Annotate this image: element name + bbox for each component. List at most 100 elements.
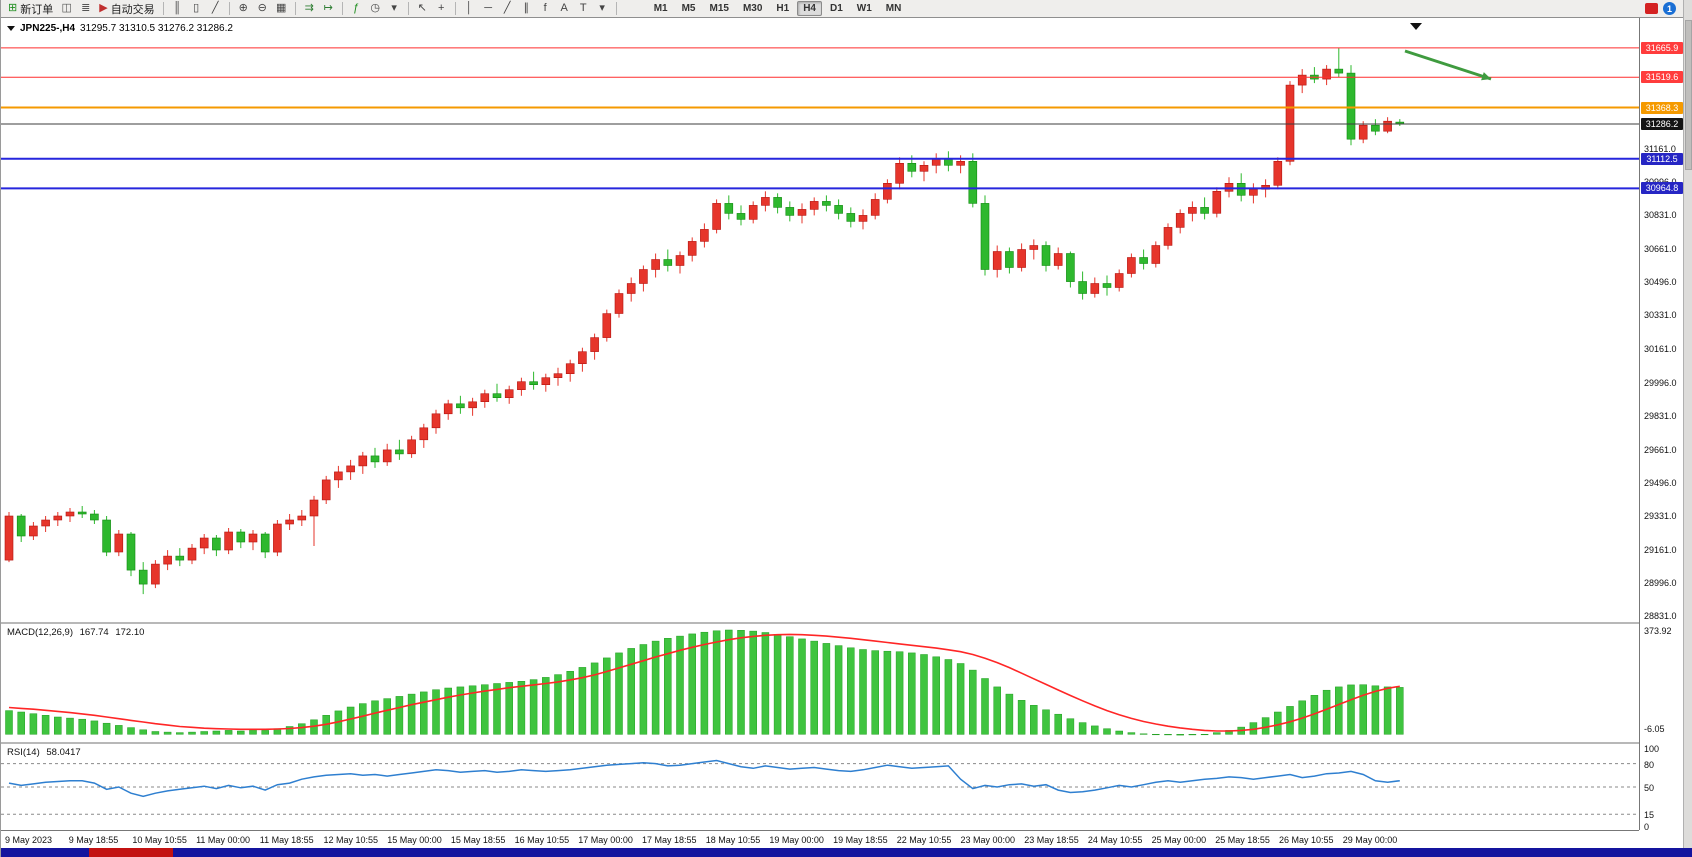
- text-label-icon[interactable]: T: [575, 1, 592, 17]
- equidistant-channel-icon[interactable]: ∥: [518, 1, 535, 17]
- candle-body: [1334, 68, 1344, 74]
- text-icon[interactable]: A: [556, 1, 573, 17]
- templates-icon: ▾: [391, 2, 397, 14]
- alert-icon[interactable]: [1645, 3, 1658, 14]
- timeframe-m5[interactable]: M5: [681, 3, 696, 14]
- timeframe-h4[interactable]: H4: [797, 1, 822, 16]
- candle-body: [626, 283, 636, 294]
- line-chart-icon[interactable]: ╱: [207, 1, 224, 17]
- indicators-icon[interactable]: ƒ: [348, 1, 365, 17]
- macd-bar: [395, 696, 404, 735]
- chart-shift-marker[interactable]: [1410, 23, 1422, 30]
- candle-body: [919, 165, 929, 172]
- macd-panel[interactable]: [1, 624, 1639, 742]
- macd-bar: [712, 630, 721, 735]
- price-chart[interactable]: [1, 18, 1639, 622]
- level-price-tag: 31665.9: [1641, 41, 1683, 54]
- candle-body: [1029, 245, 1039, 250]
- shapes-icon[interactable]: ▾: [594, 1, 611, 17]
- timeframe-m30[interactable]: M30: [742, 3, 763, 14]
- candle-body: [1175, 213, 1185, 228]
- candlesticks-icon[interactable]: ▯: [188, 1, 205, 17]
- cursor-icon[interactable]: ↖: [414, 1, 431, 17]
- candle-body: [1053, 253, 1063, 266]
- fibonacci-icon[interactable]: f: [537, 1, 554, 17]
- candle-body: [16, 515, 26, 537]
- autotrading-button[interactable]: ▶ 自动交易: [96, 1, 157, 17]
- ohlc-bars-icon[interactable]: ║: [169, 1, 186, 17]
- candle-body: [114, 533, 124, 553]
- auto-scroll-icon[interactable]: ⇉: [301, 1, 318, 17]
- macd-bar: [17, 711, 25, 735]
- level-price-tag: 31519.6: [1641, 71, 1683, 84]
- macd-bar: [139, 729, 147, 735]
- time-tick-label: 22 May 10:55: [896, 835, 952, 845]
- time-axis[interactable]: 9 May 2023 9 May 18:55 10 May 10:55 11 May …: [1, 830, 1639, 848]
- crosshair-icon[interactable]: +: [433, 1, 450, 17]
- candle-body: [992, 251, 1002, 270]
- zoom-in-icon[interactable]: ⊕: [235, 1, 252, 17]
- candle-body: [675, 255, 685, 266]
- scrollbar-thumb[interactable]: [1685, 20, 1692, 170]
- price-axis[interactable]: 31161.0 30996.0 30831.0 30661.0 30496.0 30331…: [1639, 18, 1683, 832]
- vertical-scrollbar[interactable]: [1683, 0, 1692, 857]
- panel-splitter[interactable]: [1, 742, 1639, 744]
- time-tick-label: 26 May 10:55: [1279, 835, 1334, 845]
- trendline-icon[interactable]: ╱: [499, 1, 516, 17]
- macd-bar: [859, 649, 867, 735]
- time-tick-label: 10 May 10:55: [132, 835, 187, 845]
- candle-body: [346, 465, 355, 473]
- macd-bar: [200, 731, 208, 735]
- price-tick-label: 29496.0: [1644, 477, 1677, 488]
- macd-bar: [956, 663, 965, 735]
- chart-shift-icon[interactable]: ↦: [320, 1, 337, 17]
- candle-body: [1127, 257, 1136, 274]
- macd-bar: [371, 700, 379, 735]
- candle-body: [1322, 68, 1331, 80]
- macd-bar: [700, 631, 709, 735]
- candle-body: [773, 197, 782, 208]
- candle-body: [382, 449, 392, 463]
- candle-body: [1188, 207, 1197, 214]
- macd-bar: [5, 710, 13, 735]
- candle-body: [858, 215, 868, 222]
- macd-bar: [798, 638, 806, 735]
- notification-badge[interactable]: 1: [1663, 2, 1676, 15]
- panel-splitter[interactable]: [1, 622, 1639, 624]
- price-tick-label: 29996.0: [1644, 377, 1677, 388]
- macd-bar: [603, 657, 611, 735]
- timeframe-mn[interactable]: MN: [885, 3, 902, 14]
- macd-bar: [786, 636, 794, 735]
- chart-windows-icon[interactable]: ◫: [58, 1, 75, 17]
- timeframe-m15[interactable]: M15: [709, 3, 729, 14]
- candle-body: [639, 269, 648, 284]
- trend-arrow-annotation[interactable]: [1404, 49, 1492, 81]
- toolbar-separator: [294, 2, 296, 15]
- timeframe-m1[interactable]: M1: [653, 3, 668, 14]
- zoom-out-icon: ⊖: [257, 2, 267, 14]
- rsi-panel[interactable]: [1, 744, 1639, 830]
- price-tick-label: 30161.0: [1644, 344, 1677, 355]
- macd-bar: [29, 713, 38, 735]
- candle-body: [1383, 120, 1392, 132]
- market-watch-icon[interactable]: ≣: [77, 1, 94, 17]
- macd-bar: [212, 730, 221, 735]
- horizontal-line-icon[interactable]: ─: [480, 1, 497, 17]
- zoom-out-icon[interactable]: ⊖: [254, 1, 271, 17]
- timeframe-h1[interactable]: H1: [776, 3, 790, 14]
- templates-icon[interactable]: ▾: [386, 1, 403, 17]
- timeframe-w1[interactable]: W1: [856, 3, 872, 14]
- vertical-line-icon[interactable]: │: [461, 1, 478, 17]
- candle-body: [1139, 257, 1148, 264]
- tile-windows-icon[interactable]: ▦: [273, 1, 290, 17]
- candle-body: [1151, 245, 1161, 264]
- macd-bar: [1335, 686, 1343, 735]
- equidistant-channel-icon: ∥: [523, 2, 529, 14]
- periods-icon[interactable]: ◷: [367, 1, 384, 17]
- candle-body: [273, 523, 282, 553]
- macd-bar: [1347, 684, 1355, 735]
- macd-value-main: 167.74: [79, 627, 109, 638]
- candle-body: [1273, 161, 1283, 186]
- timeframe-d1[interactable]: D1: [830, 3, 843, 14]
- new-order-button[interactable]: ⊞ 新订单: [5, 1, 56, 17]
